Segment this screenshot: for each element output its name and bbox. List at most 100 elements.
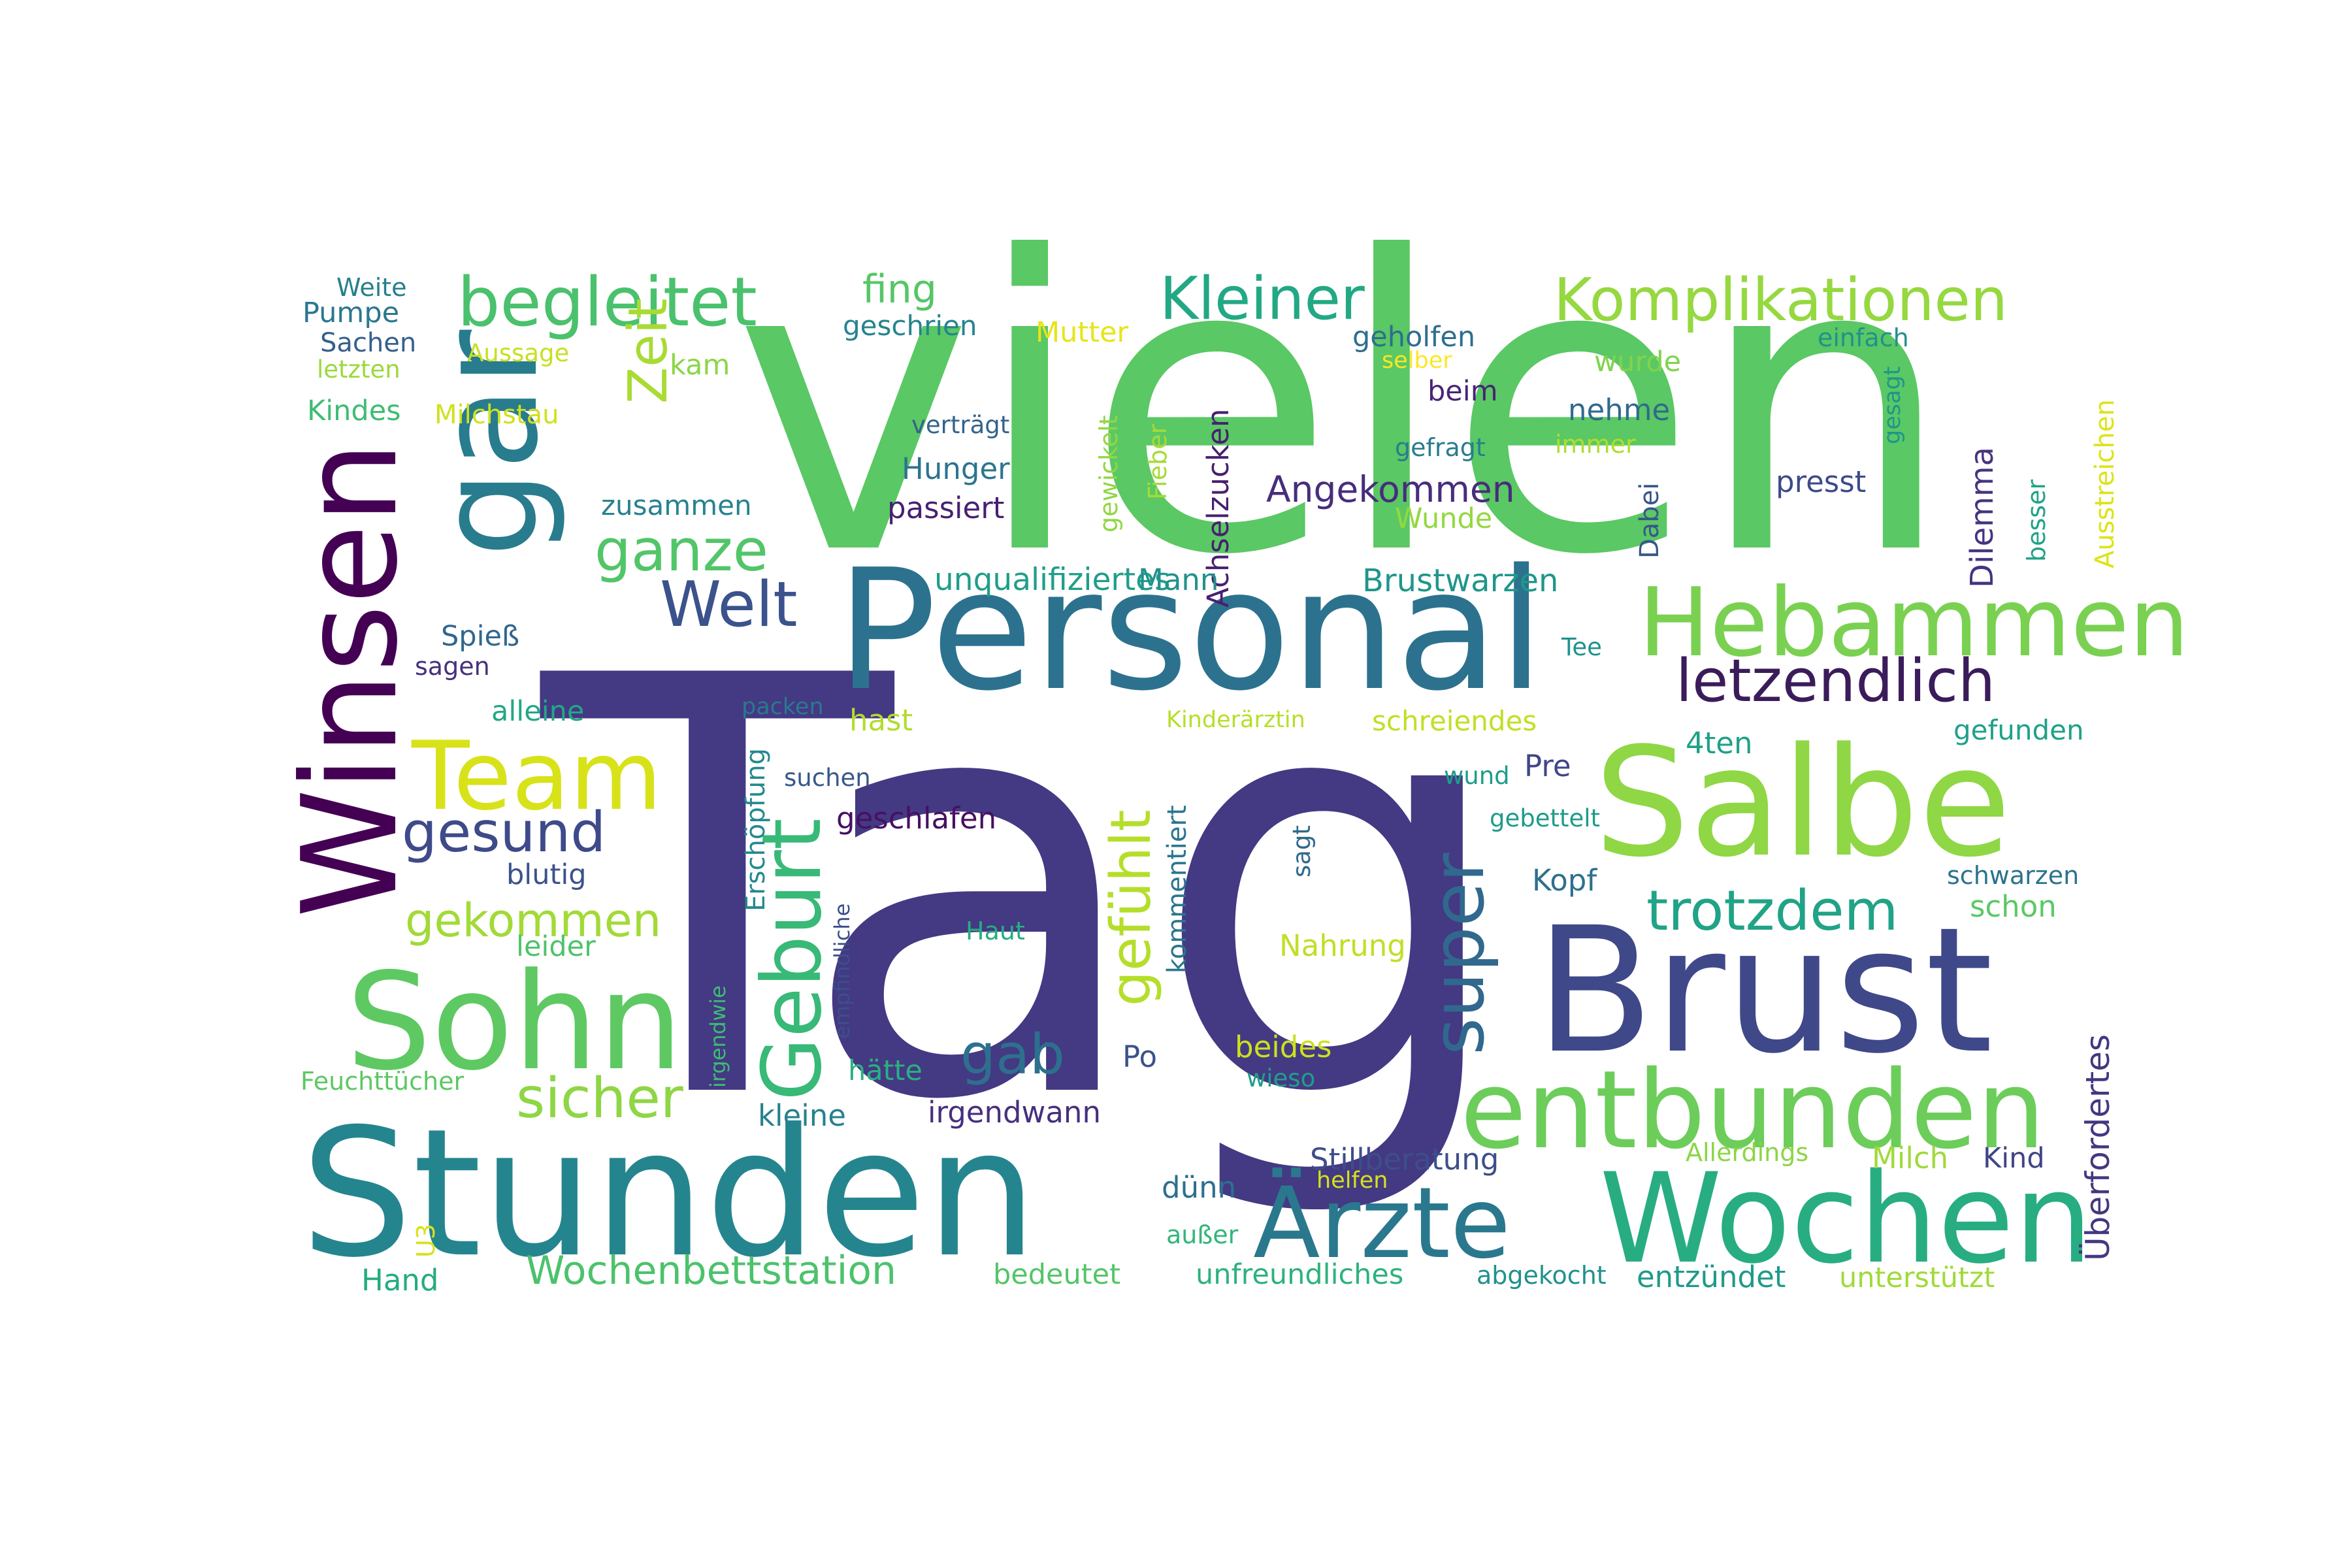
cloud-word: Po [1122, 1039, 1157, 1074]
cloud-word: beides [1235, 1030, 1331, 1064]
cloud-word: gefunden [1953, 714, 2084, 746]
cloud-word: letzten [317, 355, 400, 384]
cloud-word: Fieber [1143, 423, 1172, 500]
cloud-word: beim [1428, 375, 1498, 408]
cloud-word: suchen [784, 764, 871, 792]
cloud-word: gesagt [1880, 367, 1906, 444]
cloud-word: wund [1444, 762, 1510, 790]
cloud-word: leider [516, 930, 596, 963]
cloud-word: Kindes [307, 395, 401, 427]
cloud-word: Ausstreichen [2090, 399, 2120, 568]
cloud-word: abgekocht [1477, 1261, 1607, 1290]
cloud-word: Dilemma [1964, 447, 2001, 588]
cloud-word: Milchstau [434, 400, 559, 430]
cloud-word: Weite [336, 273, 407, 302]
cloud-word: Team [411, 721, 662, 832]
cloud-word: Geburt [745, 818, 840, 1101]
cloud-word: gebettelt [1490, 804, 1600, 832]
cloud-word: Zeit [617, 298, 679, 404]
cloud-word: Wunde [1395, 502, 1492, 535]
cloud-word: entzündet [1637, 1260, 1786, 1294]
cloud-word: Erschöpfung [741, 748, 771, 911]
cloud-word: Brustwarzen [1362, 563, 1558, 599]
cloud-word: Sachen [320, 328, 416, 358]
cloud-word: kommentiert [1162, 805, 1192, 973]
cloud-word: fing [862, 267, 937, 312]
cloud-word: unqualifiziertes [934, 562, 1171, 598]
cloud-word: Allerdings [1686, 1138, 1808, 1167]
cloud-word: Dabei [1635, 483, 1665, 559]
cloud-word: einfach [1818, 323, 1909, 352]
cloud-word: sicher [516, 1066, 683, 1131]
cloud-word: Personal [836, 534, 1544, 728]
cloud-word: nehme [1568, 393, 1670, 427]
cloud-word: empfindliche [830, 904, 855, 1039]
cloud-word: super [1416, 852, 1500, 1055]
cloud-word: helfen [1316, 1168, 1388, 1194]
cloud-word: gar [408, 329, 568, 557]
cloud-word: Pre [1524, 749, 1571, 783]
cloud-word: wieso [1247, 1064, 1315, 1092]
cloud-word: Kleiner [1160, 265, 1365, 333]
cloud-word: immer [1555, 430, 1636, 459]
cloud-word: gefühlt [1099, 809, 1164, 1006]
cloud-word: kam [670, 349, 730, 382]
cloud-word: Achselzucken [1201, 409, 1235, 608]
cloud-word: Salbe [1594, 716, 2011, 890]
cloud-word: Winsen [274, 441, 427, 918]
cloud-word: hast [849, 703, 913, 738]
cloud-word: schon [1970, 889, 2057, 924]
cloud-word: Wochenbettstation [526, 1248, 896, 1294]
cloud-word: unfreundliches [1196, 1258, 1403, 1291]
cloud-word: gesund [402, 800, 606, 865]
cloud-word: Feuchttücher [301, 1067, 464, 1096]
cloud-word: hätte [848, 1054, 923, 1087]
cloud-word: trotzdem [1646, 879, 1898, 943]
cloud-word: Hebammen [1639, 568, 2189, 678]
cloud-word: dünn [1162, 1170, 1236, 1205]
cloud-word: Pumpe [302, 297, 399, 329]
cloud-word: Mann [1138, 563, 1218, 597]
cloud-word: Mutter [1036, 316, 1129, 349]
cloud-word: Tee [1561, 633, 1602, 661]
cloud-word: Wochen [1599, 1147, 2093, 1291]
cloud-word: bedeutet [993, 1258, 1120, 1291]
cloud-word: begleitet [457, 263, 757, 342]
cloud-word: schwarzen [1947, 861, 2079, 890]
cloud-word: Spieß [441, 620, 519, 653]
cloud-word: Überfordertes [2079, 1034, 2117, 1261]
cloud-word: Hand [361, 1263, 439, 1298]
cloud-word: unterstützt [1839, 1262, 1995, 1294]
cloud-word: geschrien [843, 310, 977, 342]
cloud-word: presst [1776, 465, 1866, 499]
cloud-word: irgendwann [928, 1095, 1101, 1130]
cloud-word: schreiendes [1372, 705, 1537, 737]
cloud-word: geschlafen [836, 801, 996, 836]
cloud-word: sagen [415, 652, 490, 681]
cloud-word: Aussage [467, 339, 569, 367]
cloud-word: Brust [1535, 890, 1993, 1092]
cloud-word: kleine [758, 1098, 846, 1133]
cloud-word: Milch [1872, 1141, 1948, 1175]
cloud-word: irgendwie [706, 985, 730, 1088]
cloud-word: Stunden [301, 1090, 1037, 1296]
cloud-word: vielen [734, 172, 1953, 644]
cloud-word: Welt [660, 569, 797, 641]
cloud-word: packen [742, 694, 824, 720]
cloud-word: ganze [595, 517, 768, 584]
cloud-word: Kind [1983, 1142, 2045, 1175]
cloud-word: Stillberatung [1310, 1142, 1499, 1177]
cloud-word: Haut [966, 917, 1025, 945]
cloud-word: außer [1166, 1220, 1239, 1249]
cloud-word: gab [960, 1022, 1065, 1087]
cloud-word: geholfen [1352, 321, 1475, 353]
cloud-word: alleine [491, 695, 584, 728]
cloud-word: passiert [887, 491, 1004, 525]
cloud-word: selber [1382, 348, 1452, 374]
cloud-word: verträgt [911, 411, 1009, 439]
cloud-word: gewickelt [1094, 415, 1123, 532]
cloud-word: gekommen [405, 894, 661, 947]
cloud-word: Kinderärztin [1166, 707, 1305, 733]
cloud-word: Komplikationen [1554, 266, 2008, 335]
